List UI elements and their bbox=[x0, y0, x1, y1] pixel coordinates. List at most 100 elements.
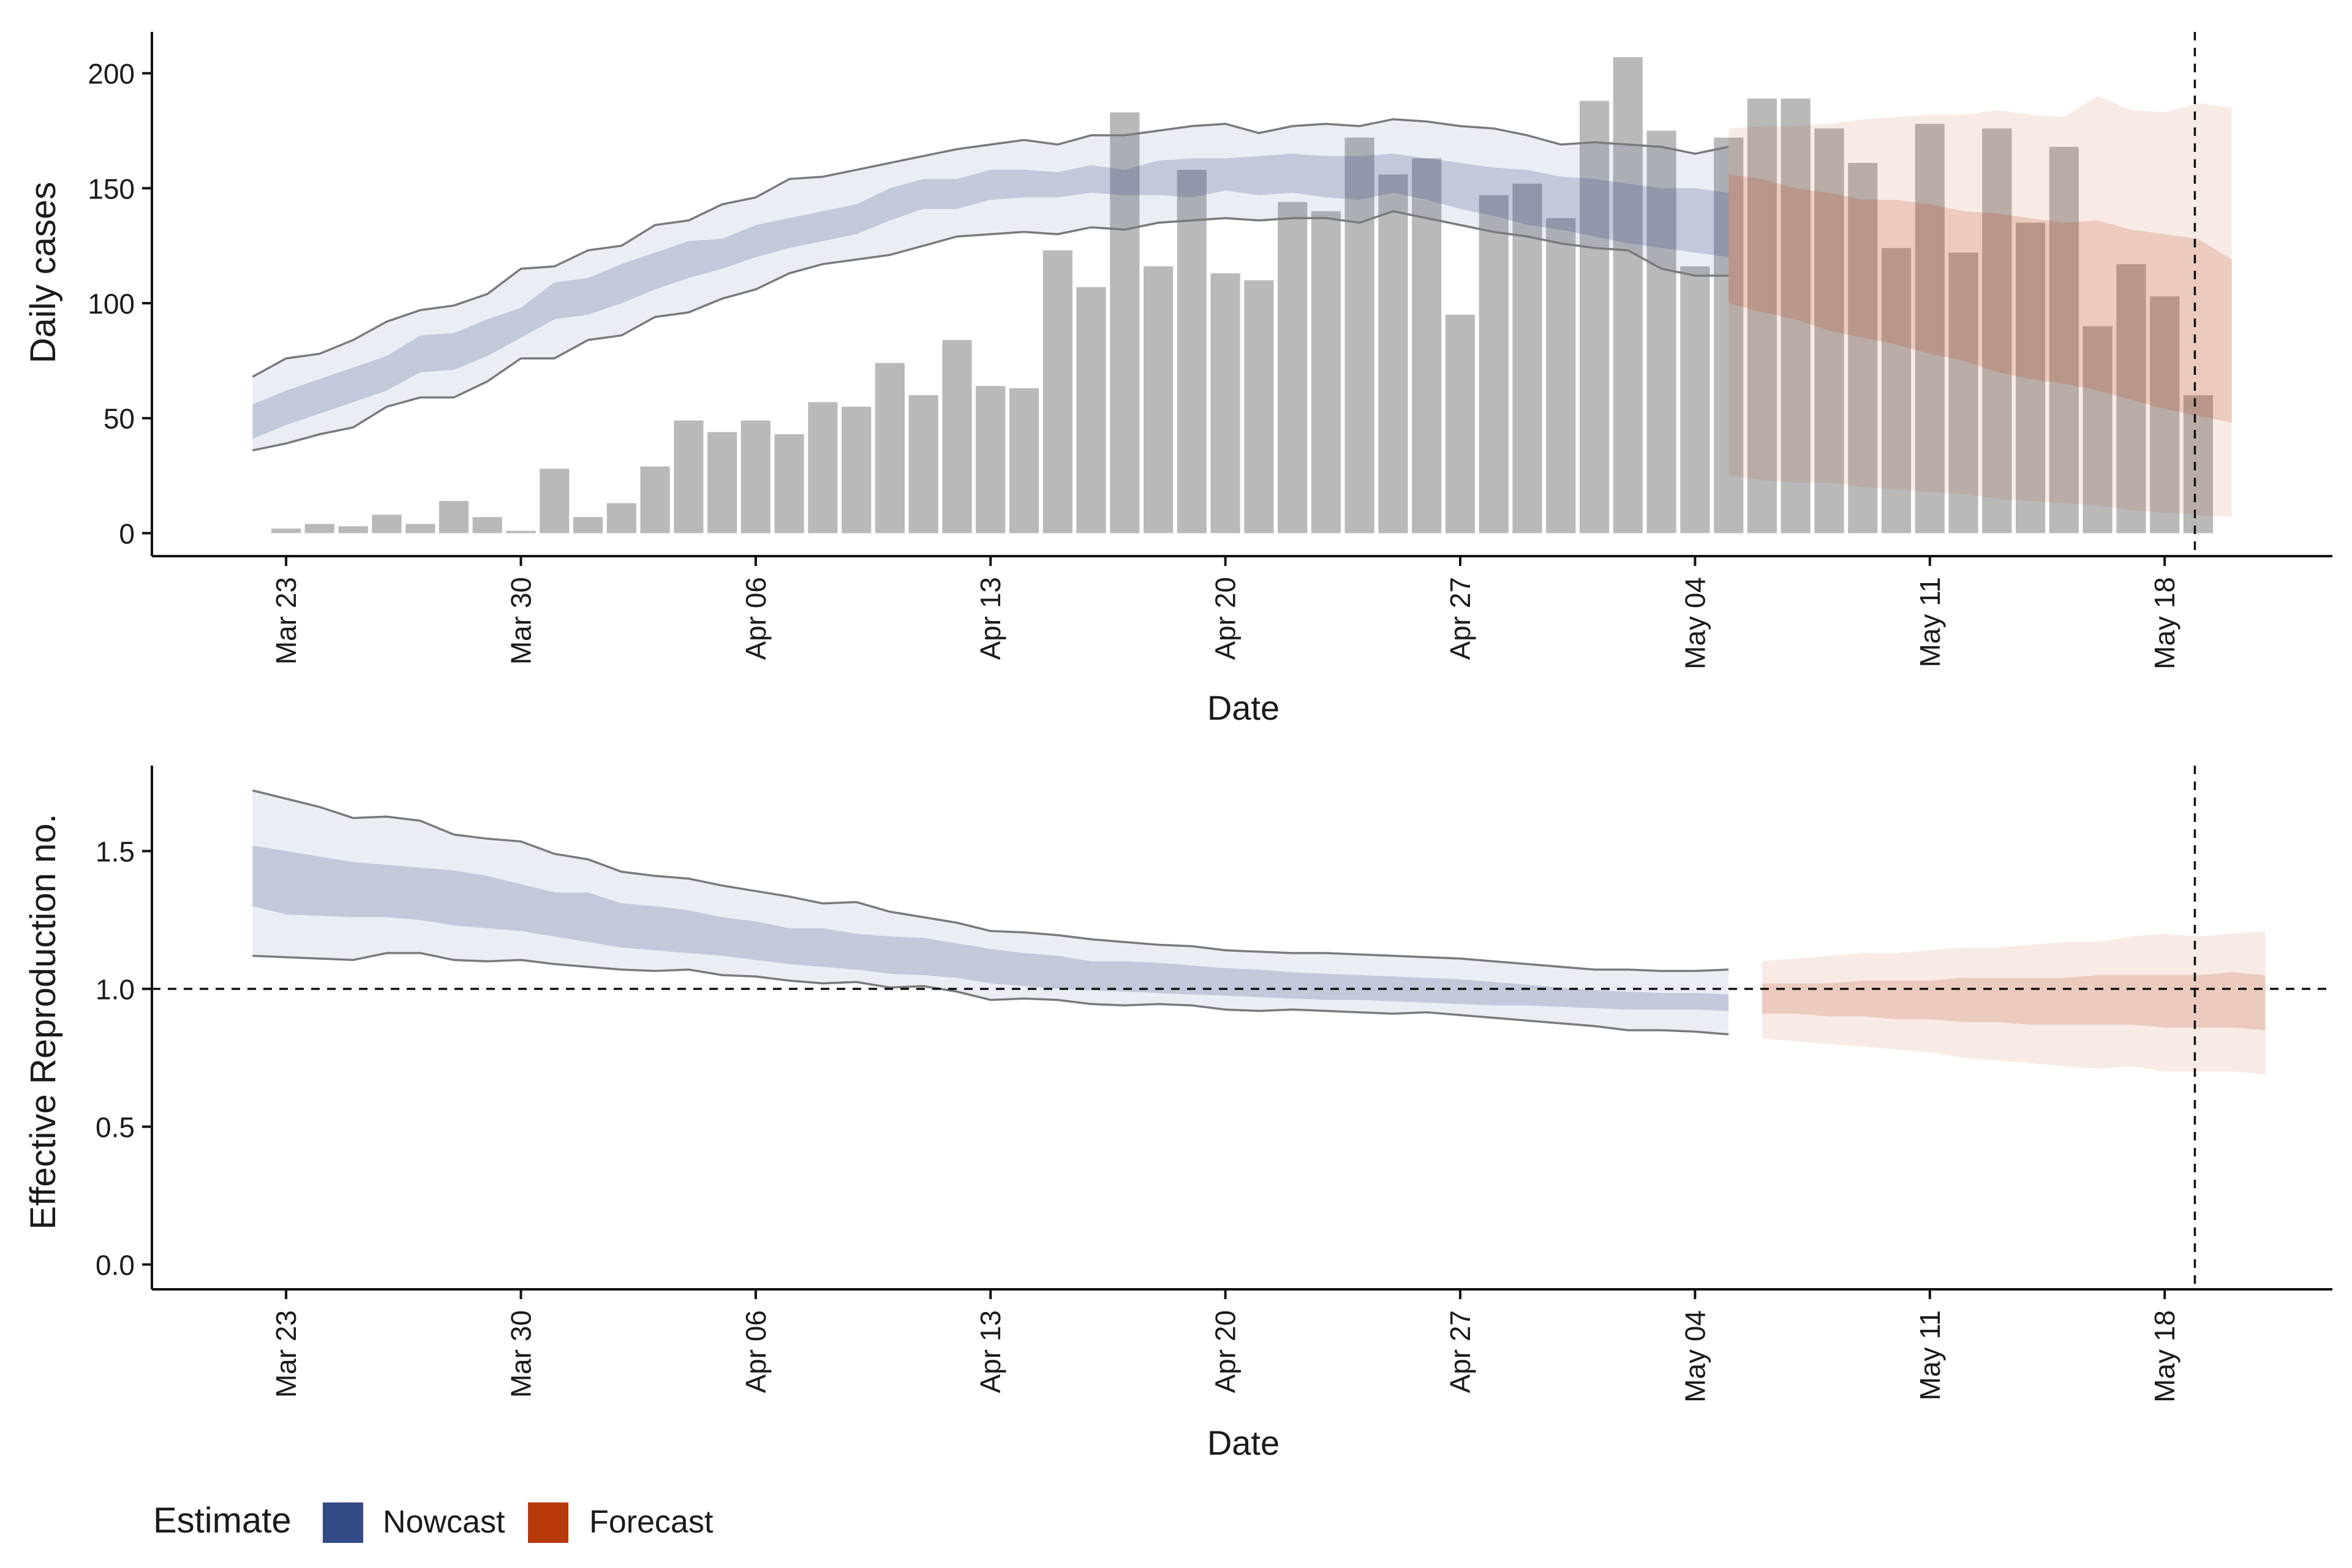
case-bar bbox=[674, 420, 704, 533]
x-tick-label: Apr 27 bbox=[1444, 577, 1476, 660]
case-bar bbox=[976, 386, 1006, 533]
case-bar bbox=[2049, 146, 2079, 533]
y-tick-label: 1.0 bbox=[96, 974, 135, 1006]
legend-label-nowcast: Nowcast bbox=[383, 1504, 505, 1540]
forecast-90-band bbox=[1728, 96, 2232, 518]
nowcast-90-band bbox=[252, 790, 1729, 1035]
case-bar bbox=[1747, 98, 1777, 533]
case-bar bbox=[1110, 112, 1140, 533]
case-bar bbox=[2150, 296, 2180, 533]
legend-swatch-forecast bbox=[528, 1502, 568, 1543]
case-bar bbox=[1848, 163, 1878, 533]
case-bar bbox=[439, 500, 469, 533]
case-bar bbox=[606, 503, 636, 533]
daily-cases-x-label: Date bbox=[1207, 688, 1280, 727]
x-tick-label: May 18 bbox=[2149, 1310, 2180, 1403]
case-bar bbox=[472, 517, 502, 533]
x-tick-label: Mar 30 bbox=[505, 1310, 537, 1398]
case-bar bbox=[707, 432, 737, 533]
case-bar bbox=[405, 524, 435, 533]
case-bar bbox=[1378, 174, 1408, 533]
case-bar bbox=[1512, 183, 1542, 533]
case-bar bbox=[942, 340, 972, 533]
x-tick-label: May 11 bbox=[1914, 577, 1946, 667]
case-bar bbox=[1278, 202, 1308, 533]
x-tick-label: Mar 30 bbox=[505, 577, 537, 665]
daily-cases-y-label: Daily cases bbox=[23, 182, 63, 364]
x-tick-label: Mar 23 bbox=[270, 577, 302, 665]
case-bar bbox=[1613, 57, 1643, 533]
case-bar bbox=[1948, 252, 1978, 533]
x-tick-label: May 18 bbox=[2149, 577, 2180, 669]
case-bar bbox=[1814, 128, 1844, 533]
case-bar bbox=[808, 402, 838, 533]
case-bar bbox=[1042, 250, 1072, 533]
case-bar bbox=[2116, 264, 2146, 533]
nowcast-lower-line bbox=[252, 952, 1729, 1036]
x-tick-label: Mar 23 bbox=[270, 1310, 302, 1398]
case-bar bbox=[1210, 273, 1240, 533]
cases-axes: 0 50 100 150 200 Mar 23 Mar 30 Apr 06 Apr 13 Apr … bbox=[88, 32, 2332, 669]
daily-cases-panel: Daily cases Date 0 50 100 150 200 Mar 23 Mar 3… bbox=[23, 32, 2332, 727]
forecast-50-band bbox=[1762, 972, 2266, 1030]
x-tick-label: May 04 bbox=[1679, 577, 1711, 669]
case-bar bbox=[1144, 266, 1174, 533]
x-tick-label: Apr 06 bbox=[740, 577, 772, 660]
nowcast-50-band bbox=[252, 845, 1729, 1011]
case-bar bbox=[1680, 266, 1710, 533]
r-data-layer bbox=[152, 766, 2332, 1289]
case-bar bbox=[1881, 247, 1912, 533]
y-tick-label: 0.0 bbox=[96, 1250, 135, 1281]
case-bar bbox=[1646, 130, 1676, 533]
case-bar bbox=[1445, 314, 1476, 533]
case-bar bbox=[1344, 137, 1374, 533]
legend-title: Estimate bbox=[153, 1501, 292, 1540]
case-bar bbox=[1546, 218, 1576, 533]
case-bar bbox=[1177, 170, 1207, 533]
case-bar bbox=[1982, 128, 2012, 533]
nowcast-upper-line bbox=[252, 118, 1729, 378]
case-bar bbox=[1915, 124, 1945, 533]
reproduction-y-label: Effective Reproduction no. bbox=[23, 813, 63, 1229]
x-tick-label: Apr 13 bbox=[974, 1310, 1006, 1393]
legend-swatch-nowcast bbox=[323, 1502, 363, 1543]
x-tick-label: Apr 06 bbox=[740, 1310, 772, 1393]
x-tick-label: May 04 bbox=[1679, 1310, 1711, 1403]
case-bar bbox=[875, 363, 905, 533]
nowcast-50-band bbox=[252, 154, 1729, 439]
case-bar bbox=[1714, 137, 1744, 533]
legend-label-forecast: Forecast bbox=[589, 1504, 714, 1540]
case-bar bbox=[741, 420, 771, 533]
nowcast-90-band bbox=[252, 119, 1729, 451]
case-bar bbox=[1580, 100, 1610, 533]
case-bar bbox=[372, 514, 402, 533]
x-tick-label: Apr 27 bbox=[1444, 1310, 1476, 1393]
x-tick-label: Apr 13 bbox=[974, 577, 1006, 660]
case-bar bbox=[540, 469, 570, 533]
forecast-90-band bbox=[1762, 931, 2266, 1074]
cases-data-layer bbox=[252, 32, 2232, 556]
y-tick-label: 0 bbox=[119, 518, 135, 549]
case-bar bbox=[640, 466, 670, 533]
nowcast-lower-line bbox=[252, 209, 1729, 452]
case-bar bbox=[1781, 98, 1811, 533]
case-bar bbox=[304, 524, 334, 533]
x-tick-label: Apr 20 bbox=[1210, 1310, 1242, 1393]
case-bar bbox=[506, 530, 536, 533]
case-bar bbox=[908, 395, 938, 533]
case-bar bbox=[1009, 388, 1039, 533]
reproduction-x-label: Date bbox=[1207, 1423, 1280, 1462]
y-tick-label: 1.5 bbox=[96, 836, 135, 868]
case-bar bbox=[2016, 222, 2046, 533]
nowcast-upper-line bbox=[252, 789, 1729, 973]
y-tick-label: 150 bbox=[88, 173, 135, 205]
case-bar bbox=[1311, 211, 1341, 533]
forecast-50-band bbox=[1728, 174, 2232, 423]
case-bar bbox=[774, 434, 804, 533]
case-bar bbox=[1479, 195, 1509, 533]
case-bar bbox=[1076, 287, 1106, 533]
x-tick-label: Apr 20 bbox=[1210, 577, 1242, 660]
case-bar bbox=[842, 407, 872, 533]
case-bar bbox=[2082, 326, 2113, 533]
